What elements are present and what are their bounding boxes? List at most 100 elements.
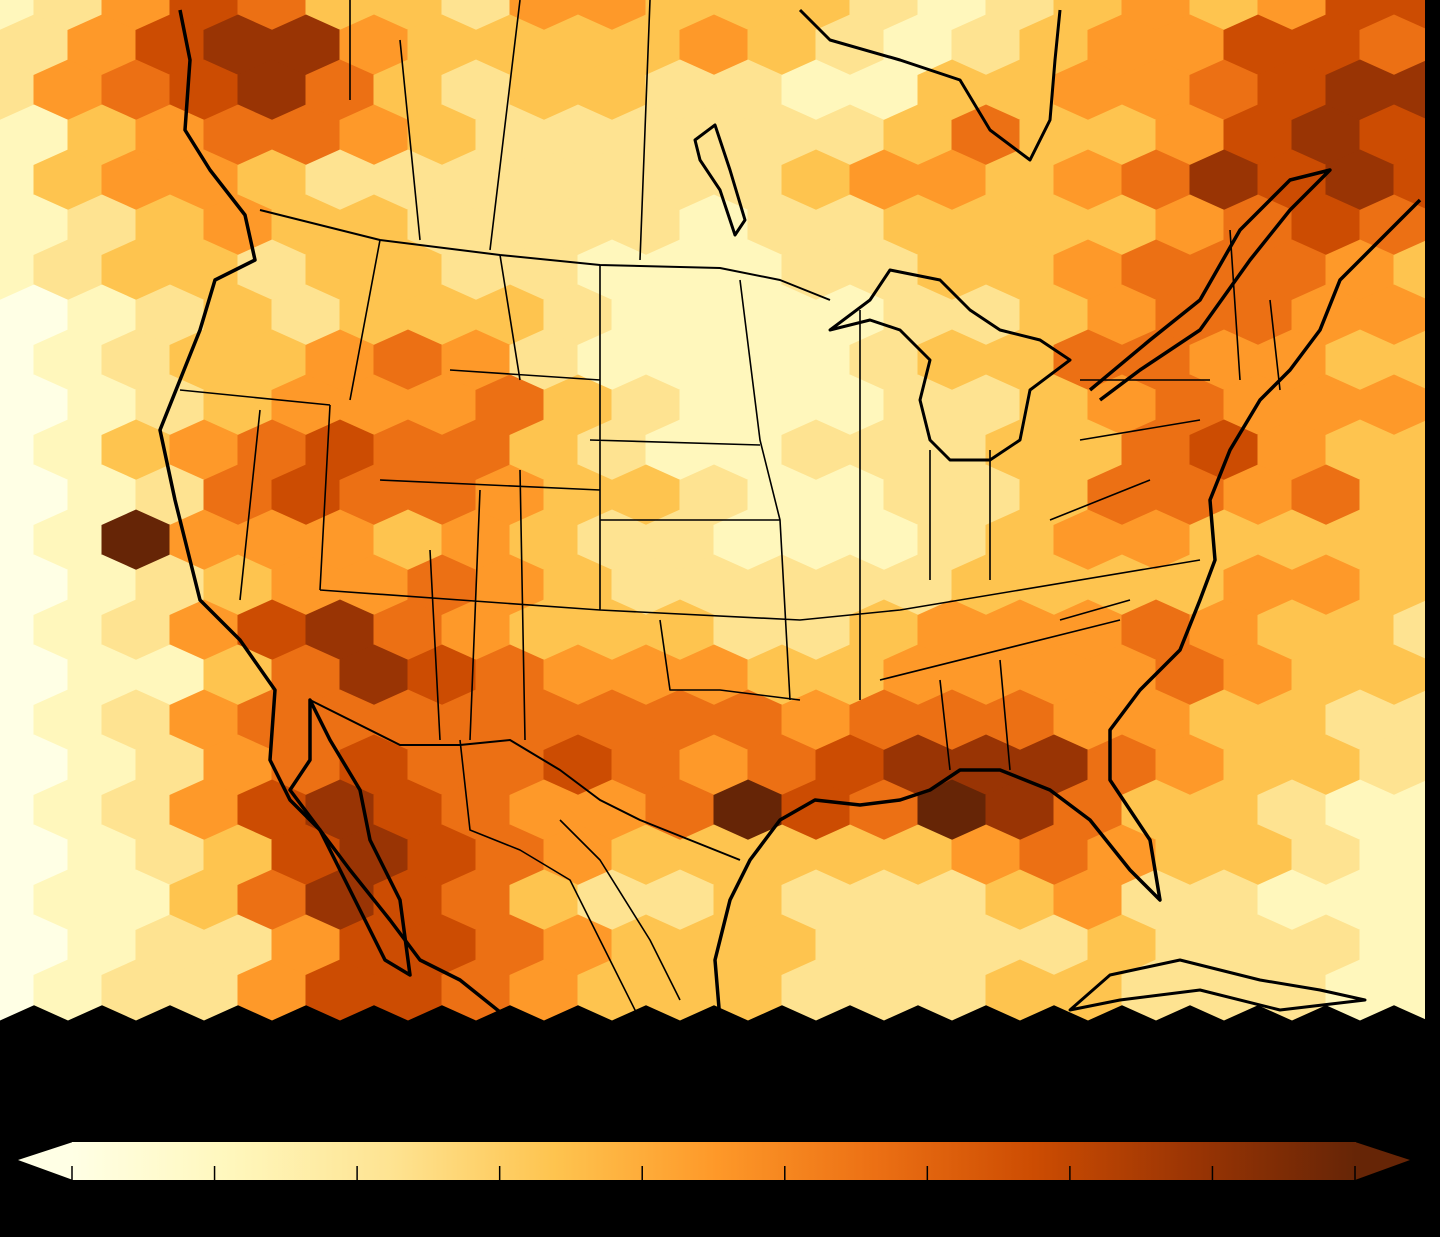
hex-cell <box>713 59 783 121</box>
hex-cell <box>373 239 443 301</box>
hex-cell <box>1189 149 1259 211</box>
hex-cell <box>645 509 715 571</box>
hex-cell <box>0 14 69 76</box>
hex-cell <box>475 644 545 706</box>
hex-cell <box>33 509 103 571</box>
hex-cell <box>1019 644 1089 706</box>
hex-cell <box>849 419 919 481</box>
hex-cell <box>849 0 919 31</box>
hex-cell <box>1291 194 1361 256</box>
hex-cell <box>781 509 851 571</box>
hex-cell <box>0 194 69 256</box>
hex-cell <box>0 959 35 1021</box>
hex-cell <box>475 914 545 976</box>
hex-cell <box>1121 869 1191 931</box>
hex-cell <box>1155 284 1225 346</box>
hex-cell <box>883 644 953 706</box>
hex-cell <box>543 554 613 616</box>
hex-cell <box>1359 14 1425 76</box>
hex-cell <box>849 329 919 391</box>
hex-cell <box>373 509 443 571</box>
hex-cell <box>509 239 579 301</box>
hex-cell <box>679 554 749 616</box>
hex-cell <box>645 0 715 31</box>
hex-cell <box>1393 780 1425 840</box>
hex-cell <box>237 59 307 121</box>
hex-cell <box>305 689 375 751</box>
hex-cell <box>1121 149 1191 211</box>
hex-cell <box>1155 14 1225 76</box>
hex-cell <box>679 194 749 256</box>
hex-cell <box>543 734 613 796</box>
hex-cell <box>645 689 715 751</box>
hex-cell <box>169 329 239 391</box>
hex-cell <box>985 239 1055 301</box>
hex-cell <box>577 149 647 211</box>
hex-cell <box>849 959 919 1021</box>
hex-cell <box>509 419 579 481</box>
hex-cell <box>203 284 273 346</box>
hex-cell <box>33 0 103 31</box>
hex-cell <box>815 644 885 706</box>
hex-cell <box>271 374 341 436</box>
hex-cell <box>1053 779 1123 841</box>
hex-cell <box>1189 509 1259 571</box>
hex-cell <box>1053 59 1123 121</box>
hex-cell <box>577 239 647 301</box>
hex-cell <box>1189 599 1259 661</box>
hex-cell <box>1359 464 1425 526</box>
hex-cell <box>1325 869 1395 931</box>
hex-cell <box>441 329 511 391</box>
hex-cell <box>1189 869 1259 931</box>
hex-cell <box>1291 644 1361 706</box>
hex-cell <box>101 329 171 391</box>
hex-cell <box>577 869 647 931</box>
hex-cell <box>0 779 35 841</box>
hex-cell <box>1053 239 1123 301</box>
hex-cell <box>101 149 171 211</box>
hex-cell <box>1291 824 1361 886</box>
hex-cell <box>781 329 851 391</box>
hex-cell <box>747 644 817 706</box>
hex-cell <box>883 554 953 616</box>
hex-cell <box>271 464 341 526</box>
hex-cell <box>1053 149 1123 211</box>
hex-cell <box>0 149 35 211</box>
hex-cell <box>747 734 817 796</box>
hex-cell <box>679 14 749 76</box>
hex-cell <box>747 284 817 346</box>
hex-cell <box>1291 14 1361 76</box>
hex-cell <box>169 779 239 841</box>
hex-cell <box>509 599 579 661</box>
hex-cell <box>1053 869 1123 931</box>
hex-cell <box>1223 284 1293 346</box>
hex-cell <box>1223 644 1293 706</box>
hex-cell <box>1359 104 1425 166</box>
colorbar-gradient <box>72 1142 1356 1180</box>
hex-cell <box>849 509 919 571</box>
hex-cell <box>883 104 953 166</box>
hex-cell <box>203 914 273 976</box>
hex-cell <box>1189 0 1259 31</box>
hex-cell <box>509 0 579 31</box>
hex-cell <box>305 59 375 121</box>
hex-cell <box>713 599 783 661</box>
hex-cell <box>645 59 715 121</box>
hex-cell <box>203 554 273 616</box>
hex-cell <box>1223 914 1293 976</box>
hex-cell <box>305 779 375 841</box>
hex-cell <box>1087 734 1157 796</box>
hex-cell <box>1087 104 1157 166</box>
hex-cell <box>33 689 103 751</box>
hex-cell <box>1053 0 1123 31</box>
hex-cell <box>0 284 69 346</box>
hex-cell <box>543 374 613 436</box>
hex-cell <box>169 869 239 931</box>
hex-cell <box>985 689 1055 751</box>
hex-cell <box>611 464 681 526</box>
hex-cell <box>1019 464 1089 526</box>
hex-cell <box>339 374 409 436</box>
hex-cell <box>509 689 579 751</box>
hex-cell <box>1428 195 1440 256</box>
hex-cell <box>917 59 987 121</box>
